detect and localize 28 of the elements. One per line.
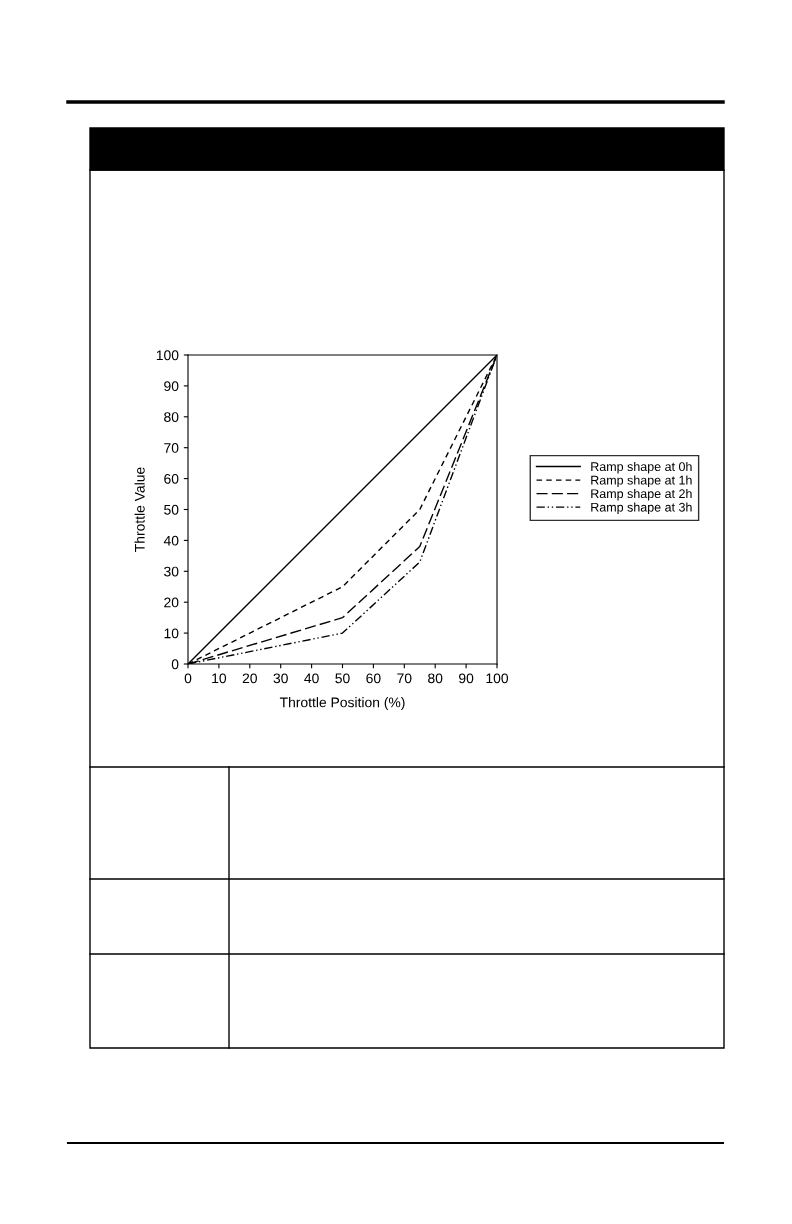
x-tick-label: 60 xyxy=(366,673,381,684)
y-tick-label: 20 xyxy=(164,597,179,608)
x-tick-label: 100 xyxy=(486,673,509,684)
y-tick-label: 30 xyxy=(164,566,179,577)
y-tick-label: 80 xyxy=(164,412,179,422)
y-tick-label: 40 xyxy=(163,535,179,546)
x-tick-label: 30 xyxy=(273,673,288,684)
legend-label: Ramp shape at 3h xyxy=(591,502,692,515)
x-tick-label: 40 xyxy=(304,673,319,684)
x-tick-label: 90 xyxy=(459,673,474,684)
x-tick-label: 50 xyxy=(335,673,350,684)
x-axis-title: Throttle Position (%) xyxy=(279,697,405,711)
y-axis-title: Throttle Value xyxy=(134,467,145,552)
y-tick-label: 10 xyxy=(164,628,179,639)
y-tick-label: 60 xyxy=(164,473,179,484)
x-tick-label: 20 xyxy=(242,673,257,684)
y-tick-label: 70 xyxy=(164,443,179,453)
y-tick-label: 90 xyxy=(164,381,179,392)
y-tick-label: 0 xyxy=(171,659,179,670)
x-tick-label: 80 xyxy=(428,673,443,684)
y-tick-label: 50 xyxy=(164,504,179,515)
x-tick-label: 0 xyxy=(184,673,192,684)
legend-label: Ramp shape at 1h xyxy=(591,475,692,488)
legend-label: Ramp shape at 2h xyxy=(591,488,692,501)
legend-label: Ramp shape at 0h xyxy=(591,461,692,474)
x-tick-label: 70 xyxy=(397,673,412,684)
y-tick-label: 100 xyxy=(156,350,179,361)
x-tick-label: 10 xyxy=(212,673,227,684)
